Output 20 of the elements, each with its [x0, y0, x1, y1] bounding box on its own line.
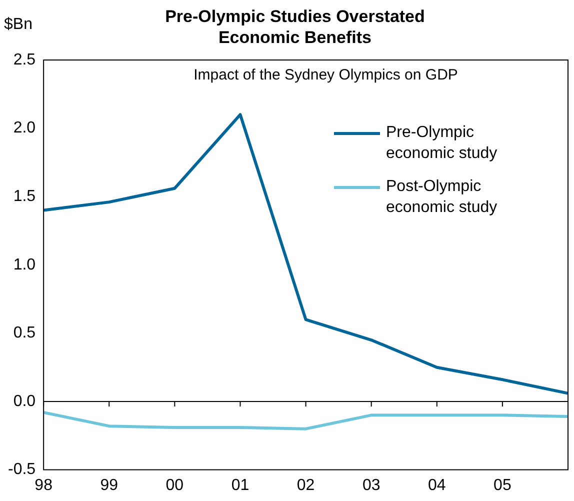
- legend-label: Post-Olympic economic study: [386, 177, 498, 218]
- text: Impact of the Sydney Olympics on GDP: [194, 66, 458, 84]
- x-tick-label: 99: [100, 476, 118, 494]
- y-tick-label: -0.5: [8, 461, 36, 478]
- y-tick-label: 1.0: [13, 256, 36, 274]
- x-tick-label: 05: [494, 476, 512, 494]
- legend-label: Pre-Olympic economic study: [386, 123, 498, 164]
- y-axis-title: $Bn: [4, 16, 32, 34]
- x-tick-label: 02: [296, 476, 315, 494]
- y-tick-label: 0.5: [13, 324, 36, 342]
- x-tick-label: 04: [428, 476, 446, 494]
- x-tick-label: 03: [362, 476, 380, 494]
- y-tick-label: 2.0: [13, 120, 36, 137]
- x-tick-label: 01: [231, 476, 250, 494]
- y-tick-label: 2.5: [13, 51, 36, 68]
- x-tick-label: 00: [166, 476, 184, 494]
- chart-title: Pre-Olympic Studies Overstated Economic Benefits: [164, 6, 426, 48]
- y-tick-label: 1.5: [13, 188, 36, 206]
- x-tick-label: 98: [34, 476, 53, 494]
- y-tick-label: 0.0: [13, 392, 36, 410]
